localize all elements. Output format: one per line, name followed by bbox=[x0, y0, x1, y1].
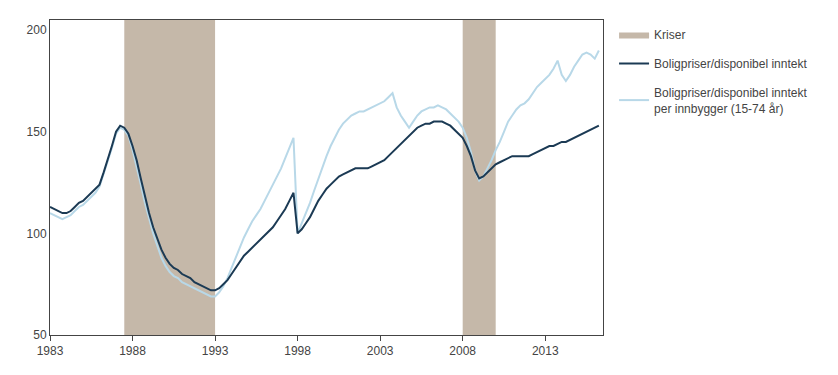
svg-text:150: 150 bbox=[27, 125, 47, 139]
svg-text:1983: 1983 bbox=[37, 344, 64, 358]
svg-text:Boligpriser/disponibel inntekt: Boligpriser/disponibel inntekt bbox=[654, 57, 807, 71]
svg-text:Kriser: Kriser bbox=[654, 28, 685, 42]
svg-text:2008: 2008 bbox=[449, 344, 476, 358]
svg-text:1998: 1998 bbox=[284, 344, 311, 358]
svg-text:2003: 2003 bbox=[367, 344, 394, 358]
svg-text:2013: 2013 bbox=[532, 344, 559, 358]
svg-text:200: 200 bbox=[27, 23, 47, 37]
svg-text:1993: 1993 bbox=[202, 344, 229, 358]
svg-text:100: 100 bbox=[27, 227, 47, 241]
svg-text:50: 50 bbox=[33, 328, 47, 342]
svg-text:Boligpriser/disponibel inntekt: Boligpriser/disponibel inntektper innbyg… bbox=[654, 86, 807, 116]
svg-text:1988: 1988 bbox=[119, 344, 146, 358]
